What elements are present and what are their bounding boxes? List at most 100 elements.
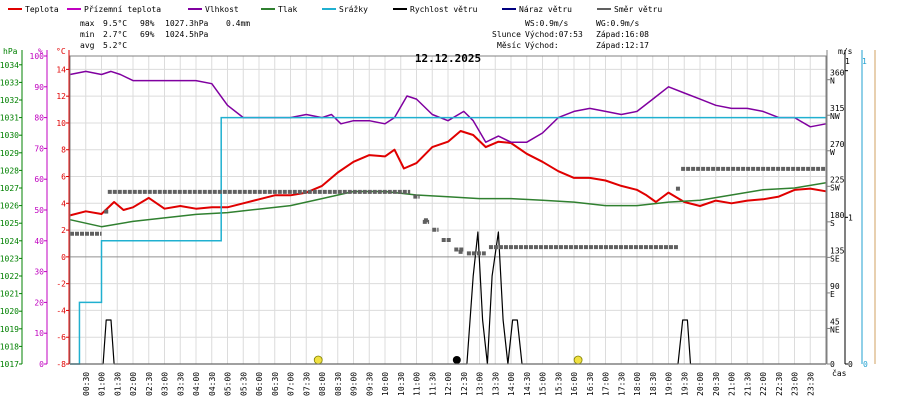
axis-tick-label: 360 [830, 69, 845, 78]
moonset-marker [452, 356, 461, 364]
series-line-Tlak [69, 181, 827, 228]
direction-tick-label: N [830, 77, 835, 86]
axis-tick-label: 80 [34, 114, 44, 123]
x-tick-label: 12:00 [444, 372, 453, 396]
direction-tick-label: W [830, 148, 835, 157]
axis-tick-label: 1031 [0, 114, 19, 123]
x-tick-label: 17:00 [602, 372, 611, 396]
x-tick-label: 09:00 [350, 372, 359, 396]
axis-tick-label: 270 [830, 140, 845, 149]
x-tick-label: 23:30 [806, 372, 815, 396]
stat-max-label: max [80, 19, 95, 28]
moon-label: Měsíc [497, 41, 521, 50]
axis-tick-label: 14 [56, 65, 66, 74]
wind-direction-point [458, 249, 463, 254]
x-tick-label: 01:00 [98, 372, 107, 396]
x-tick-label: 15:30 [554, 372, 563, 396]
stat-max-hum: 98% [140, 19, 155, 28]
series-line-Srážky [70, 116, 826, 365]
axis-tick-label: 1018 [0, 342, 19, 351]
direction-tick-label: NW [830, 112, 840, 121]
axis-tick-label: 8 [61, 146, 66, 155]
x-tick-label: 11:30 [428, 372, 437, 396]
axis-tick-label: 1020 [0, 307, 19, 316]
x-tick-label: 03:30 [176, 372, 185, 396]
stat-min-label: min [80, 30, 95, 39]
legend: Teplota Přízemní teplota Vlhkost Tlak Srážky… [8, 5, 662, 14]
axis-tick-label: 1021 [0, 290, 19, 299]
x-tick-label: 10:00 [381, 372, 390, 396]
axis-tick-label: 1028 [0, 166, 19, 175]
legend-label: Tlak [278, 5, 297, 14]
axis-tick-label: 225 [830, 175, 845, 184]
stat-max-temp: 9.5°C [103, 19, 127, 28]
x-tick-label: 20:30 [712, 372, 721, 396]
x-tick-label: 15:00 [539, 372, 548, 396]
legend-label: Srážky [339, 5, 368, 14]
axis-tick-label: 315 [830, 104, 845, 113]
sunset-time: Západ:16:08 [596, 30, 649, 39]
stat-min-temp: 2.7°C [103, 30, 127, 39]
axis-tick-label: -8 [56, 360, 66, 369]
x-tick-label: 08:00 [318, 372, 327, 396]
axis-tick-label: 4 [61, 199, 66, 208]
axis-tick-label: 1026 [0, 202, 19, 211]
direction-tick-label: NE [830, 325, 840, 334]
x-tick-label: 17:30 [617, 372, 626, 396]
stat-avg-temp: 5.2°C [103, 41, 127, 50]
direction-tick-label: E [830, 290, 835, 299]
x-tick-label: 04:00 [192, 372, 201, 396]
legend-label: Směr větru [614, 5, 662, 14]
x-tick-label: 21:00 [728, 372, 737, 396]
x-tick-label: 07:30 [302, 372, 311, 396]
axis-tick-label: 135 [830, 246, 845, 255]
axis-tick-label: 1034 [0, 61, 19, 70]
x-tick-label: 08:30 [334, 372, 343, 396]
wind-gust-info: WG:0.9m/s [596, 19, 640, 28]
sunrise-time: Východ:07:53 [525, 30, 583, 39]
x-tick-label: 22:30 [775, 372, 784, 396]
x-tick-label: 05:00 [224, 372, 233, 396]
sunrise-marker [313, 355, 323, 365]
x-tick-label: 18:30 [649, 372, 658, 396]
series-line-Rychlost větru [70, 231, 826, 365]
moonrise-time: Východ: [525, 41, 559, 50]
wind-direction-point [104, 209, 109, 214]
axis-tick-label: 1022 [0, 272, 19, 281]
axis-tick-label: 1024 [0, 237, 19, 246]
direction-tick-label: SE [830, 254, 840, 263]
axis-tick-label: 90 [34, 83, 44, 92]
stats-header: max 9.5°C 98% 1027.3hPa 0.4mm min 2.7°C … [80, 19, 649, 65]
x-tick-label: 10:30 [397, 372, 406, 396]
x-tick-label: 01:30 [113, 372, 122, 396]
axis-tick-label: 90 [830, 282, 840, 291]
axis-tick-label: 1027 [0, 184, 19, 193]
axis-tick-label: -4 [56, 306, 66, 315]
axis-tick-label: 100 [30, 52, 45, 61]
x-tick-label: 21:30 [743, 372, 752, 396]
legend-label: Náraz větru [519, 5, 572, 14]
plot-frame [69, 55, 827, 365]
x-tick-label: 03:00 [161, 372, 170, 396]
axis-tick-label: 1025 [0, 219, 19, 228]
axis-tick-label: 0 [863, 360, 868, 369]
stat-max-rain: 0.4mm [226, 19, 250, 28]
x-tick-label: 19:30 [680, 372, 689, 396]
axis-tick-label: 40 [34, 237, 44, 246]
axis-tick-label: 1 [862, 57, 867, 66]
x-tick-label: 06:30 [271, 372, 280, 396]
legend-label: Vlhkost [205, 5, 239, 14]
x-tick-label: 16:00 [570, 372, 579, 396]
x-tick-label: 00:30 [82, 372, 91, 396]
axis-tick-label: -2 [56, 280, 66, 289]
axis-tick-label: 1030 [0, 131, 19, 140]
axis-tick-label: 1019 [0, 325, 19, 334]
x-tick-label: 02:30 [145, 372, 154, 396]
x-tick-label: 06:00 [255, 372, 264, 396]
x-axis-label: čas [832, 368, 847, 378]
wind-direction-point [423, 218, 428, 223]
axis-tick-label: -6 [56, 333, 66, 342]
direction-tick-label: SW [830, 183, 840, 192]
